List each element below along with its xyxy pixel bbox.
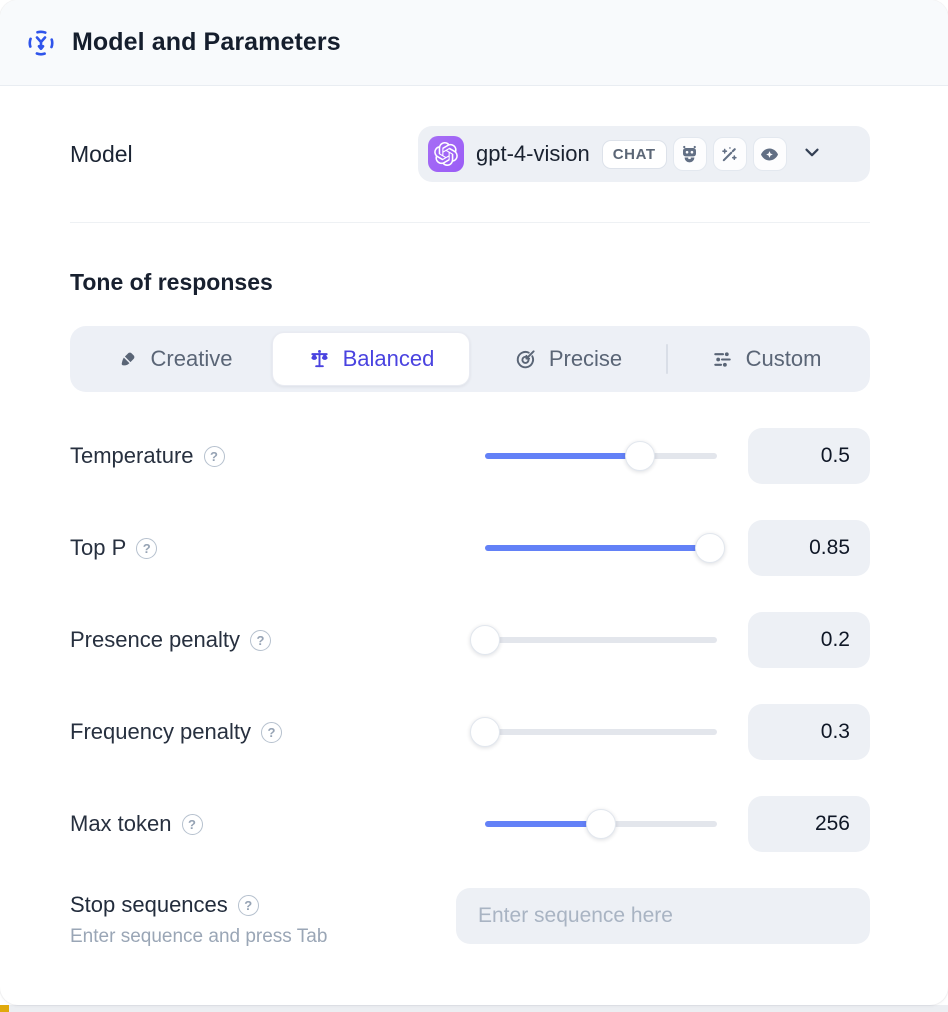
help-icon[interactable]: ? — [237, 894, 259, 916]
tone-segmented-control: Creative Balanced — [70, 326, 870, 392]
panel-title: Model and Parameters — [72, 28, 341, 56]
top-p-slider[interactable] — [485, 533, 726, 563]
frequency-penalty-row: Frequency penalty ? 0.3 — [70, 704, 870, 760]
paintbrush-icon — [121, 352, 134, 365]
presence-penalty-value[interactable]: 0.2 — [748, 612, 870, 668]
page-background-strip — [0, 1005, 948, 1012]
balance-scale-icon — [310, 349, 328, 367]
model-row: Model gpt-4-vision CHAT — [70, 126, 870, 182]
tone-option-label: Custom — [745, 346, 822, 371]
tone-option-custom[interactable]: Custom — [668, 332, 864, 386]
segment-divider — [666, 344, 668, 374]
section-divider — [70, 222, 870, 223]
stop-sequence-input[interactable] — [456, 888, 870, 944]
slider-thumb[interactable] — [695, 533, 726, 563]
presence-penalty-row: Presence penalty ? 0.2 — [70, 612, 870, 668]
top-p-row: Top P ? 0.85 — [70, 520, 870, 576]
panel-content: Model gpt-4-vision CHAT — [0, 126, 948, 948]
slider-thumb[interactable] — [470, 717, 500, 747]
temperature-slider[interactable] — [485, 441, 717, 471]
tone-option-label: Precise — [548, 346, 623, 371]
top-p-value[interactable]: 0.85 — [748, 520, 870, 576]
target-arrow-icon — [516, 349, 535, 368]
help-icon[interactable]: ? — [203, 445, 225, 467]
tone-option-label: Balanced — [342, 346, 435, 371]
magic-capability-badge — [712, 137, 747, 171]
chevron-down-icon — [801, 141, 823, 168]
slider-thumb[interactable] — [470, 625, 500, 655]
openai-logo-icon — [428, 136, 464, 172]
presence-penalty-slider[interactable] — [470, 625, 717, 655]
tone-option-precise[interactable]: Precise — [470, 332, 666, 386]
max-token-value[interactable]: 256 — [748, 796, 870, 852]
stop-sequences-label: Stop sequences — [70, 892, 228, 917]
slider-thumb[interactable] — [586, 809, 616, 839]
frequency-penalty-slider[interactable] — [470, 717, 717, 747]
top-p-label: Top P — [70, 535, 127, 560]
adjustments-icon — [713, 351, 731, 367]
temperature-value[interactable]: 0.5 — [748, 428, 870, 484]
frequency-penalty-value[interactable]: 0.3 — [748, 704, 870, 760]
background-accent — [0, 1005, 9, 1012]
max-token-slider[interactable] — [485, 809, 717, 839]
help-icon[interactable]: ? — [136, 537, 158, 559]
selected-model-name: gpt-4-vision — [476, 141, 590, 166]
stop-sequences-hint: Enter sequence and press Tab — [70, 926, 328, 947]
tone-heading: Tone of responses — [70, 269, 273, 295]
model-select-dropdown[interactable]: gpt-4-vision CHAT — [418, 126, 870, 182]
presence-penalty-label: Presence penalty — [70, 627, 240, 652]
chat-mode-badge: CHAT — [601, 139, 667, 169]
help-icon[interactable]: ? — [181, 813, 203, 835]
assistant-capability-badge — [672, 137, 707, 171]
stop-sequences-row: Stop sequences ? Enter sequence and pres… — [70, 888, 870, 948]
tone-option-label: Creative — [150, 346, 233, 371]
help-icon[interactable]: ? — [261, 721, 282, 743]
robot-icon — [683, 145, 697, 162]
vision-eye-icon — [761, 148, 779, 160]
tone-option-creative[interactable]: Creative — [76, 332, 272, 386]
temperature-label: Temperature — [70, 443, 194, 468]
model-label: Model — [70, 140, 133, 167]
frequency-penalty-label: Frequency penalty — [70, 719, 251, 744]
temperature-row: Temperature ? 0.5 — [70, 428, 870, 484]
max-token-label: Max token — [70, 811, 172, 836]
model-icon — [26, 28, 56, 58]
magic-wand-icon — [722, 146, 737, 161]
vision-capability-badge — [752, 137, 787, 171]
slider-thumb[interactable] — [625, 441, 656, 471]
tone-option-balanced[interactable]: Balanced — [272, 332, 470, 386]
max-token-row: Max token ? 256 — [70, 796, 870, 852]
help-icon[interactable]: ? — [250, 629, 271, 651]
panel-header: Model and Parameters — [0, 0, 948, 86]
parameter-list: Temperature ? 0.5 Top P ? — [70, 428, 870, 852]
